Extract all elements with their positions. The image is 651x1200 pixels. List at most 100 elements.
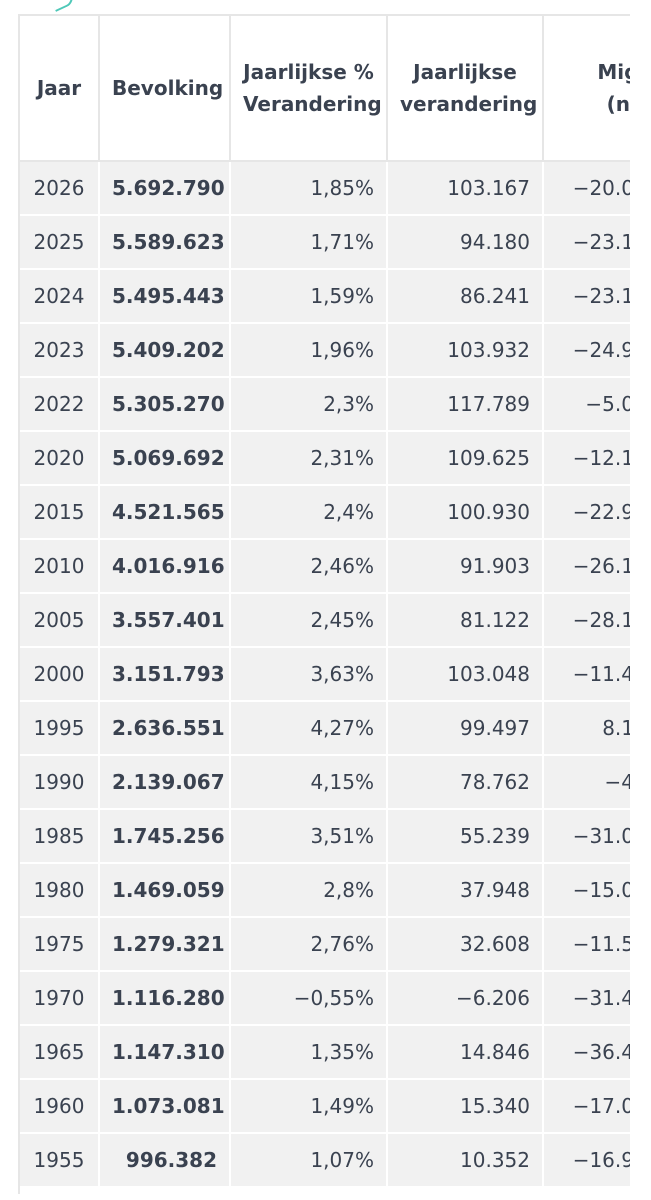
cell-yearly-percent-change: 1,85% <box>230 161 388 216</box>
cell-population: 996.382 <box>99 1133 231 1188</box>
cell-migrants: −4 <box>543 755 633 810</box>
cell-yearly-change: 86.241 <box>387 269 544 324</box>
cell-migrants: −20.0 <box>543 161 633 216</box>
cell-year: 1970 <box>20 971 100 1026</box>
header-chg-line1: Jaarlijkse <box>413 60 517 84</box>
cell-year: 2022 <box>20 377 100 432</box>
table-row: 1960 1.073.081 1,49% 15.340 −17.0 <box>20 1079 633 1134</box>
column-header-migrants[interactable]: Migrant (netto <box>543 16 633 162</box>
cell-yearly-percent-change: 2,4% <box>230 485 388 540</box>
cell-migrants: −36.4 <box>543 1025 633 1080</box>
header-population-label: Bevolking <box>112 76 224 100</box>
header-pct-line1: Jaarlijkse % <box>243 60 374 84</box>
header-row: Jaar Bevolking Jaarlijkse % Verandering … <box>20 16 633 162</box>
cell-yearly-percent-change: 1,49% <box>230 1079 388 1134</box>
cell-migrants: −22.9 <box>543 485 633 540</box>
cell-population: 5.305.270 <box>99 377 231 432</box>
cell-year: 1995 <box>20 701 100 756</box>
cell-migrants-value: −20.0 <box>572 176 633 200</box>
table-row: 1985 1.745.256 3,51% 55.239 −31.0 <box>20 809 633 864</box>
cell-migrants-value: −11.5 <box>572 932 633 956</box>
cell-population: 2.636.551 <box>99 701 231 756</box>
cell-yearly-percent-change: 4,27% <box>230 701 388 756</box>
cell-population: 3.151.793 <box>99 647 231 702</box>
cell-migrants: −31.0 <box>543 809 633 864</box>
cell-year: 1955 <box>20 1133 100 1188</box>
cell-migrants: −11.4 <box>543 647 633 702</box>
decorative-mark <box>50 0 76 12</box>
table-header: Jaar Bevolking Jaarlijkse % Verandering … <box>20 16 633 162</box>
table-row: 2022 5.305.270 2,3% 117.789 −5.0 <box>20 377 633 432</box>
cell-migrants-value: −11.4 <box>572 662 633 686</box>
cell-population: 3.557.401 <box>99 593 231 648</box>
cell-migrants: −16.9 <box>543 1133 633 1188</box>
cell-year: 2024 <box>20 269 100 324</box>
cell-migrants: −5.0 <box>543 377 633 432</box>
cell-year: 1975 <box>20 917 100 972</box>
cell-yearly-change: 37.948 <box>387 863 544 918</box>
table-row: 2025 5.589.623 1,71% 94.180 −23.1 <box>20 215 633 270</box>
cell-migrants: −24.9 <box>543 323 633 378</box>
column-header-yearly-percent-change[interactable]: Jaarlijkse % Verandering <box>230 16 388 162</box>
cell-year: 1980 <box>20 863 100 918</box>
cell-migrants: −15.0 <box>543 863 633 918</box>
cell-yearly-change: 81.122 <box>387 593 544 648</box>
table-row: 1955 996.382 1,07% 10.352 −16.9 <box>20 1133 633 1188</box>
cell-migrants-value: −23.1 <box>572 284 633 308</box>
cell-yearly-change: 109.625 <box>387 431 544 486</box>
column-header-year[interactable]: Jaar <box>20 16 100 162</box>
cell-yearly-change: 103.048 <box>387 647 544 702</box>
cell-yearly-percent-change: 1,59% <box>230 269 388 324</box>
cell-migrants: −23.1 <box>543 215 633 270</box>
cell-yearly-percent-change: 2,8% <box>230 863 388 918</box>
cell-migrants: −23.1 <box>543 269 633 324</box>
cell-migrants: −17.0 <box>543 1079 633 1134</box>
cell-yearly-change: 94.180 <box>387 215 544 270</box>
cell-population: 1.279.321 <box>99 917 231 972</box>
cell-migrants: −26.1 <box>543 539 633 594</box>
column-header-yearly-change[interactable]: Jaarlijkse verandering <box>387 16 544 162</box>
cell-population: 5.495.443 <box>99 269 231 324</box>
cell-yearly-change: 15.340 <box>387 1079 544 1134</box>
cell-year: 2020 <box>20 431 100 486</box>
table-row: 1990 2.139.067 4,15% 78.762 −4 <box>20 755 633 810</box>
header-year-label: Jaar <box>36 76 82 100</box>
cell-migrants-value: −36.4 <box>572 1040 633 1064</box>
table-row: 2023 5.409.202 1,96% 103.932 −24.9 <box>20 323 633 378</box>
cell-population: 5.589.623 <box>99 215 231 270</box>
cell-yearly-percent-change: 2,76% <box>230 917 388 972</box>
cell-yearly-change: 91.903 <box>387 539 544 594</box>
cell-population: 1.745.256 <box>99 809 231 864</box>
cell-year: 2010 <box>20 539 100 594</box>
cell-migrants: −31.4 <box>543 971 633 1026</box>
cell-migrants-value: −15.0 <box>572 878 633 902</box>
cell-migrants-value: −31.4 <box>572 986 633 1010</box>
cell-yearly-change: 55.239 <box>387 809 544 864</box>
cell-population: 1.116.280 <box>99 971 231 1026</box>
cell-migrants: 8.1 <box>543 701 633 756</box>
cell-yearly-change: 14.846 <box>387 1025 544 1080</box>
cell-yearly-change: 78.762 <box>387 755 544 810</box>
column-header-population[interactable]: Bevolking <box>99 16 231 162</box>
cell-year: 1985 <box>20 809 100 864</box>
cell-year: 1960 <box>20 1079 100 1134</box>
cell-yearly-change: 103.167 <box>387 161 544 216</box>
cell-migrants: −28.1 <box>543 593 633 648</box>
table-row: 1965 1.147.310 1,35% 14.846 −36.4 <box>20 1025 633 1080</box>
cell-yearly-change: 32.608 <box>387 917 544 972</box>
cell-migrants-value: −5.0 <box>585 392 633 416</box>
cell-population: 5.409.202 <box>99 323 231 378</box>
population-table-container[interactable]: Jaar Bevolking Jaarlijkse % Verandering … <box>18 14 633 1194</box>
cell-migrants-value: −17.0 <box>572 1094 633 1118</box>
cell-migrants-value: −26.1 <box>572 554 633 578</box>
cell-yearly-percent-change: 2,45% <box>230 593 388 648</box>
cell-migrants-value: 8.1 <box>602 716 633 740</box>
cell-migrants-value: −4 <box>604 770 633 794</box>
cell-yearly-percent-change: 2,46% <box>230 539 388 594</box>
cell-yearly-percent-change: 2,3% <box>230 377 388 432</box>
cell-population: 2.139.067 <box>99 755 231 810</box>
cell-yearly-change: 117.789 <box>387 377 544 432</box>
cell-population: 4.016.916 <box>99 539 231 594</box>
cell-migrants-value: −16.9 <box>572 1148 633 1172</box>
